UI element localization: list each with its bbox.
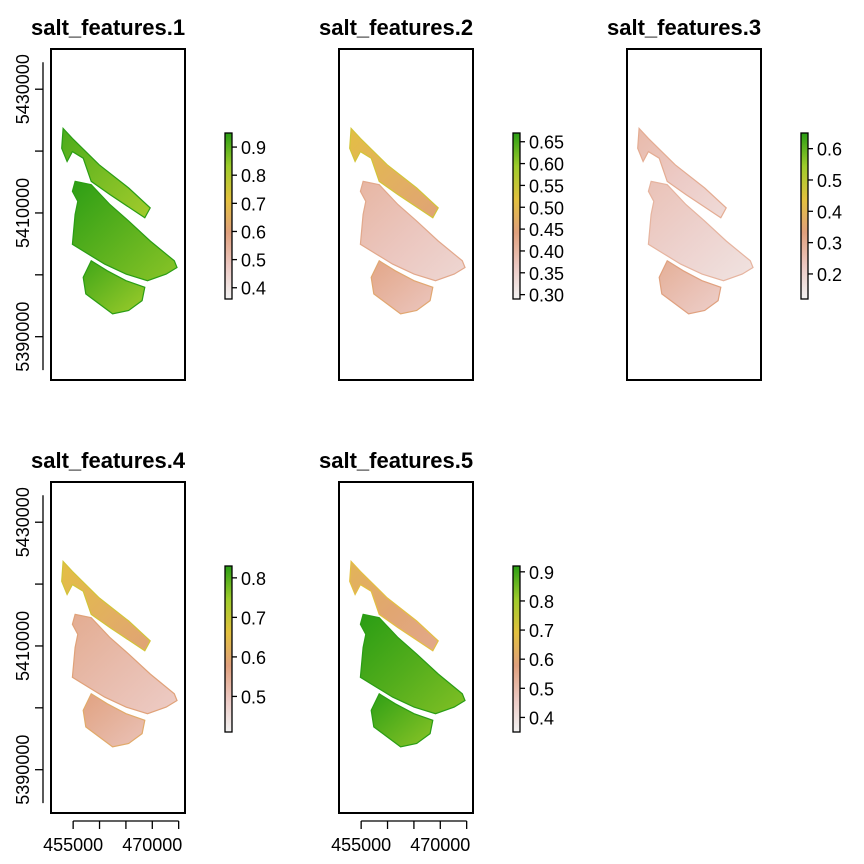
legend-tick-label: 0.4 <box>241 279 266 299</box>
x-tick-label: 455000 <box>43 835 103 855</box>
panel-title: salt_features.4 <box>31 448 186 473</box>
legend-tick-label: 0.35 <box>529 264 564 284</box>
legend-tick-label: 0.3 <box>817 234 842 254</box>
raster-region-lower <box>82 692 146 748</box>
map-frame <box>50 48 186 381</box>
panel-4: salt_features.4 5430000 5410000 5390000 4550… <box>13 448 266 855</box>
raster-region-strip <box>637 126 727 219</box>
y-tick-label: 5430000 <box>13 487 33 557</box>
raster-region-strip <box>349 126 439 219</box>
y-tick-label: 5390000 <box>13 735 33 805</box>
raster-region-main <box>71 180 178 282</box>
raster-region-strip <box>61 126 151 219</box>
legend-bar <box>224 565 233 733</box>
legend-colorbar: 0.9 0.8 0.7 0.6 0.5 0.4 <box>512 563 554 733</box>
panel-3: salt_features.3 0.6 0.5 0.4 0.3 0.2 <box>607 15 842 381</box>
y-tick-label: 5410000 <box>13 611 33 681</box>
panel-title: salt_features.3 <box>607 15 761 40</box>
legend-tick-label: 0.5 <box>817 171 842 191</box>
legend-tick-label: 0.4 <box>817 202 842 222</box>
legend-tick-label: 0.2 <box>817 265 842 285</box>
map-frame <box>50 481 186 814</box>
legend-tick-label: 0.6 <box>817 140 842 160</box>
x-axis: 455000 470000 <box>331 820 470 855</box>
legend-tick-label: 0.5 <box>241 251 266 271</box>
y-axis: 5430000 5410000 5390000 <box>13 54 44 372</box>
legend-tick-label: 0.50 <box>529 198 564 218</box>
y-tick-label: 5390000 <box>13 302 33 372</box>
legend-tick-label: 0.6 <box>241 222 266 242</box>
x-tick-label: 470000 <box>122 835 182 855</box>
legend-tick-label: 0.60 <box>529 155 564 175</box>
legend-bar <box>224 132 233 300</box>
legend-tick-label: 0.45 <box>529 220 564 240</box>
panel-1: salt_features.15430000541000053900000.90… <box>13 15 266 381</box>
raster-region-strip <box>349 559 439 652</box>
legend-tick-label: 0.6 <box>241 648 266 668</box>
raster-region-lower <box>370 259 434 315</box>
x-tick-label: 455000 <box>331 835 391 855</box>
panel-title: salt_features.2 <box>319 15 473 40</box>
raster-region-main <box>359 613 466 715</box>
legend-tick-label: 0.7 <box>529 621 554 641</box>
legend-tick-label: 0.7 <box>241 194 266 214</box>
map-frame <box>338 481 474 814</box>
legend-colorbar: 0.6 0.5 0.4 0.3 0.2 <box>800 132 842 300</box>
panel-title: salt_features.1 <box>31 15 185 40</box>
raster-region-lower <box>82 259 146 315</box>
legend-colorbar: 0.9 0.8 0.7 0.6 0.5 0.4 <box>224 132 266 300</box>
legend-tick-label: 0.40 <box>529 242 564 262</box>
legend-bar <box>512 132 521 300</box>
legend-bar <box>512 565 521 733</box>
raster-region-lower <box>658 259 722 315</box>
raster-region-strip <box>61 559 151 652</box>
legend-colorbar: 0.650.600.550.500.450.400.350.30 <box>512 132 564 306</box>
legend-tick-label: 0.8 <box>529 592 554 612</box>
panel-title: salt_features.5 <box>319 448 473 473</box>
legend-tick-label: 0.6 <box>529 650 554 670</box>
legend-bar <box>800 132 809 300</box>
y-tick-label: 5430000 <box>13 54 33 124</box>
legend-tick-label: 0.30 <box>529 286 564 306</box>
x-tick-label: 470000 <box>410 835 470 855</box>
raster-region-main <box>71 613 178 715</box>
legend-tick-label: 0.8 <box>241 569 266 589</box>
x-axis: 455000 470000 <box>43 820 182 855</box>
raster-region-main <box>647 180 754 282</box>
legend-tick-label: 0.65 <box>529 133 564 153</box>
legend-tick-label: 0.4 <box>529 708 554 728</box>
map-frame <box>626 48 762 381</box>
map-frame <box>338 48 474 381</box>
raster-region-main <box>359 180 466 282</box>
legend-tick-label: 0.5 <box>241 687 266 707</box>
y-tick-label: 5410000 <box>13 178 33 248</box>
legend-tick-label: 0.55 <box>529 176 564 196</box>
legend-tick-label: 0.8 <box>241 166 266 186</box>
y-axis: 5430000 5410000 5390000 <box>13 487 44 805</box>
legend-colorbar: 0.8 0.7 0.6 0.5 <box>224 565 266 733</box>
panel-2: salt_features.20.650.600.550.500.450.400… <box>319 15 564 381</box>
legend-tick-label: 0.9 <box>241 138 266 158</box>
legend-tick-label: 0.5 <box>529 679 554 699</box>
raster-region-lower <box>370 692 434 748</box>
legend-tick-label: 0.7 <box>241 608 266 628</box>
legend-tick-label: 0.9 <box>529 563 554 583</box>
